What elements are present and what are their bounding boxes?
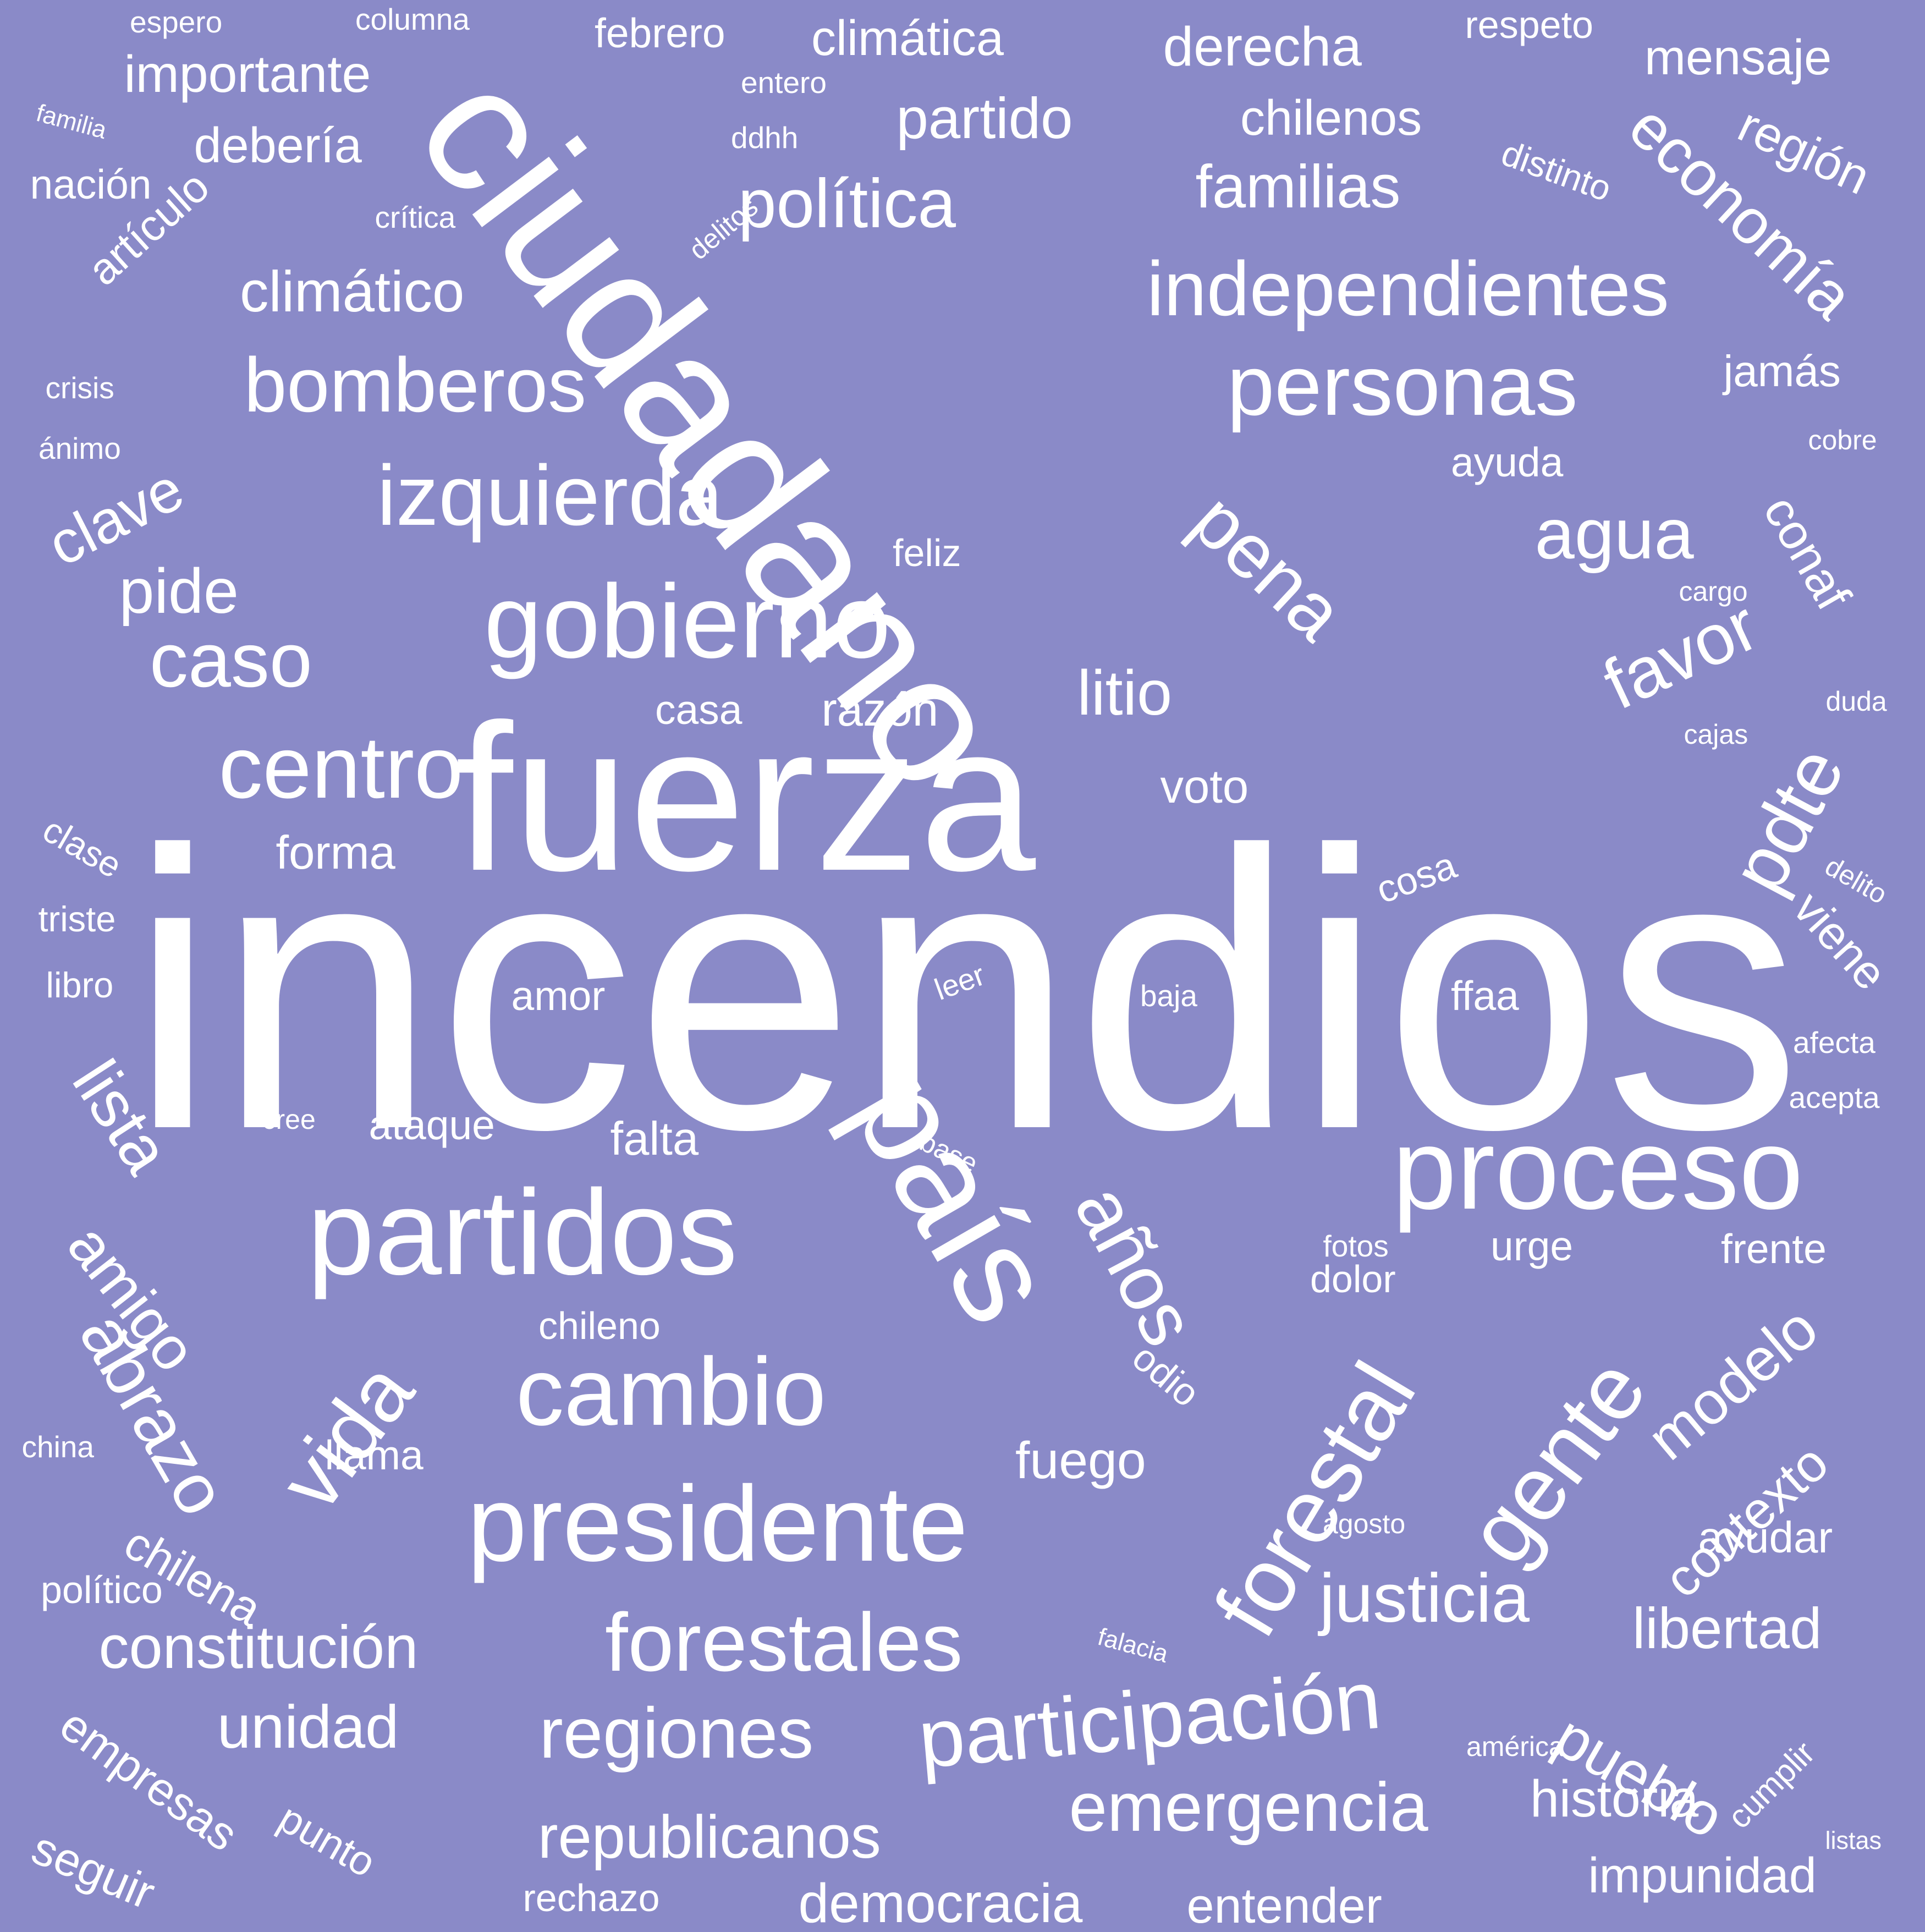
cloud-word: partidos (307, 1165, 738, 1300)
cloud-word: afecta (1793, 1025, 1876, 1060)
cloud-word: voto (1160, 760, 1249, 813)
cloud-word: mensaje (1645, 30, 1832, 85)
cloud-word: impunidad (1588, 1848, 1817, 1903)
cloud-word: duda (1825, 686, 1887, 717)
cloud-word: izquierda (377, 447, 723, 543)
cloud-word: conaf (1752, 486, 1861, 619)
cloud-word: cambio (516, 1338, 827, 1446)
cloud-word: triste (38, 898, 116, 939)
cloud-word: urge (1491, 1222, 1574, 1269)
cloud-word: espero (130, 4, 223, 39)
cloud-word: crisis (45, 370, 114, 405)
cloud-word: caso (150, 617, 312, 703)
cloud-word: gobierno (484, 563, 891, 680)
cloud-word: forma (276, 826, 395, 879)
cloud-word: climática (811, 11, 1004, 66)
cloud-word: personas (1227, 337, 1578, 433)
cloud-word: punto (271, 1794, 384, 1886)
cloud-word: ayudar (1698, 1513, 1833, 1562)
cloud-word: clase (36, 809, 129, 886)
cloud-word: historia (1530, 1769, 1699, 1828)
cloud-word: forestales (605, 1596, 963, 1688)
cloud-word: unidad (217, 1693, 399, 1761)
cloud-word: pide (119, 556, 239, 627)
cloud-word: casa (655, 686, 743, 733)
cloud-word: china (21, 1429, 94, 1464)
cloud-word: falta (610, 1112, 699, 1165)
cloud-word: fotos (1323, 1228, 1389, 1263)
cloud-word: columna (355, 2, 470, 36)
cloud-word: importante (124, 45, 371, 103)
cloud-word: participación (915, 1653, 1384, 1786)
cloud-word: libro (46, 964, 114, 1005)
cloud-word: ayuda (1451, 438, 1564, 485)
cloud-word: agosto (1323, 1508, 1406, 1539)
cloud-word: entero (741, 65, 827, 100)
cloud-word: nación (30, 161, 152, 207)
cloud-word: ataque (369, 1101, 495, 1148)
cloud-word: climático (240, 259, 465, 324)
cloud-word: falacia (1094, 1622, 1172, 1668)
cloud-word: llama (324, 1431, 424, 1478)
cloud-word: ffaa (1451, 972, 1519, 1019)
cloud-word: independientes (1147, 245, 1669, 332)
cloud-word: distinto (1496, 132, 1617, 209)
cloud-word: dolor (1310, 1258, 1396, 1300)
cloud-word: seguir (24, 1821, 162, 1919)
cloud-word: emergencia (1069, 1769, 1428, 1846)
cloud-word: litio (1077, 657, 1173, 728)
cloud-word: crítica (375, 200, 456, 234)
cloud-word: jamás (1723, 347, 1841, 396)
cloud-word: familia (33, 98, 110, 144)
cloud-word: fuerza (455, 680, 1036, 914)
cloud-word: regiones (539, 1693, 814, 1773)
cloud-word: listas (1825, 1826, 1882, 1854)
cloud-word: pena (1176, 476, 1360, 657)
cloud-word: partido (896, 86, 1073, 151)
cloud-word: incendios (129, 769, 1802, 1211)
cloud-word: frente (1721, 1225, 1827, 1272)
cloud-word: rechazo (522, 1876, 660, 1919)
cloud-word: agua (1535, 493, 1694, 574)
cloud-word: cobre (1808, 425, 1877, 455)
cloud-word: democracia (798, 1873, 1083, 1932)
cloud-word: cargo (1679, 576, 1748, 607)
cloud-word: chilenos (1240, 91, 1422, 146)
cloud-word: acepta (1789, 1080, 1880, 1115)
cloud-word: centro (218, 718, 464, 816)
cloud-word: feliz (893, 531, 961, 574)
cloud-word: político (41, 1568, 163, 1611)
cloud-word: respeto (1465, 3, 1593, 46)
cloud-word: política (738, 165, 956, 242)
cloud-word: cumplir (1720, 1734, 1822, 1836)
cloud-word: empresas (50, 1698, 247, 1862)
cloud-word: republicanos (538, 1803, 881, 1871)
cloud-word: chileno (538, 1304, 661, 1347)
cloud-word: derecha (1163, 16, 1362, 78)
cloud-word: favor (1591, 584, 1769, 725)
cloud-word: febrero (595, 9, 725, 56)
cloud-word: cajas (1684, 719, 1748, 750)
cloud-word: amor (511, 972, 606, 1019)
cloud-word: familias (1195, 153, 1401, 221)
cloud-word: debería (194, 118, 362, 173)
cloud-word: razón (821, 683, 939, 736)
cloud-word: baja (1140, 978, 1197, 1013)
cloud-word: bomberos (244, 342, 587, 428)
cloud-word: proceso (1392, 1104, 1803, 1233)
cloud-word: libertad (1632, 1596, 1822, 1661)
cloud-word: ánimo (38, 431, 121, 465)
cloud-word: américa (1466, 1731, 1564, 1762)
cloud-word: cree (262, 1104, 316, 1135)
cloud-word: entender (1186, 1879, 1382, 1932)
cloud-word: justicia (1319, 1560, 1530, 1637)
cloud-word: presidente (467, 1463, 969, 1584)
cloud-word: ddhh (731, 120, 799, 155)
cloud-word: gente (1447, 1339, 1665, 1582)
cloud-word: constitución (98, 1613, 419, 1681)
cloud-word: fuego (1015, 1431, 1146, 1490)
